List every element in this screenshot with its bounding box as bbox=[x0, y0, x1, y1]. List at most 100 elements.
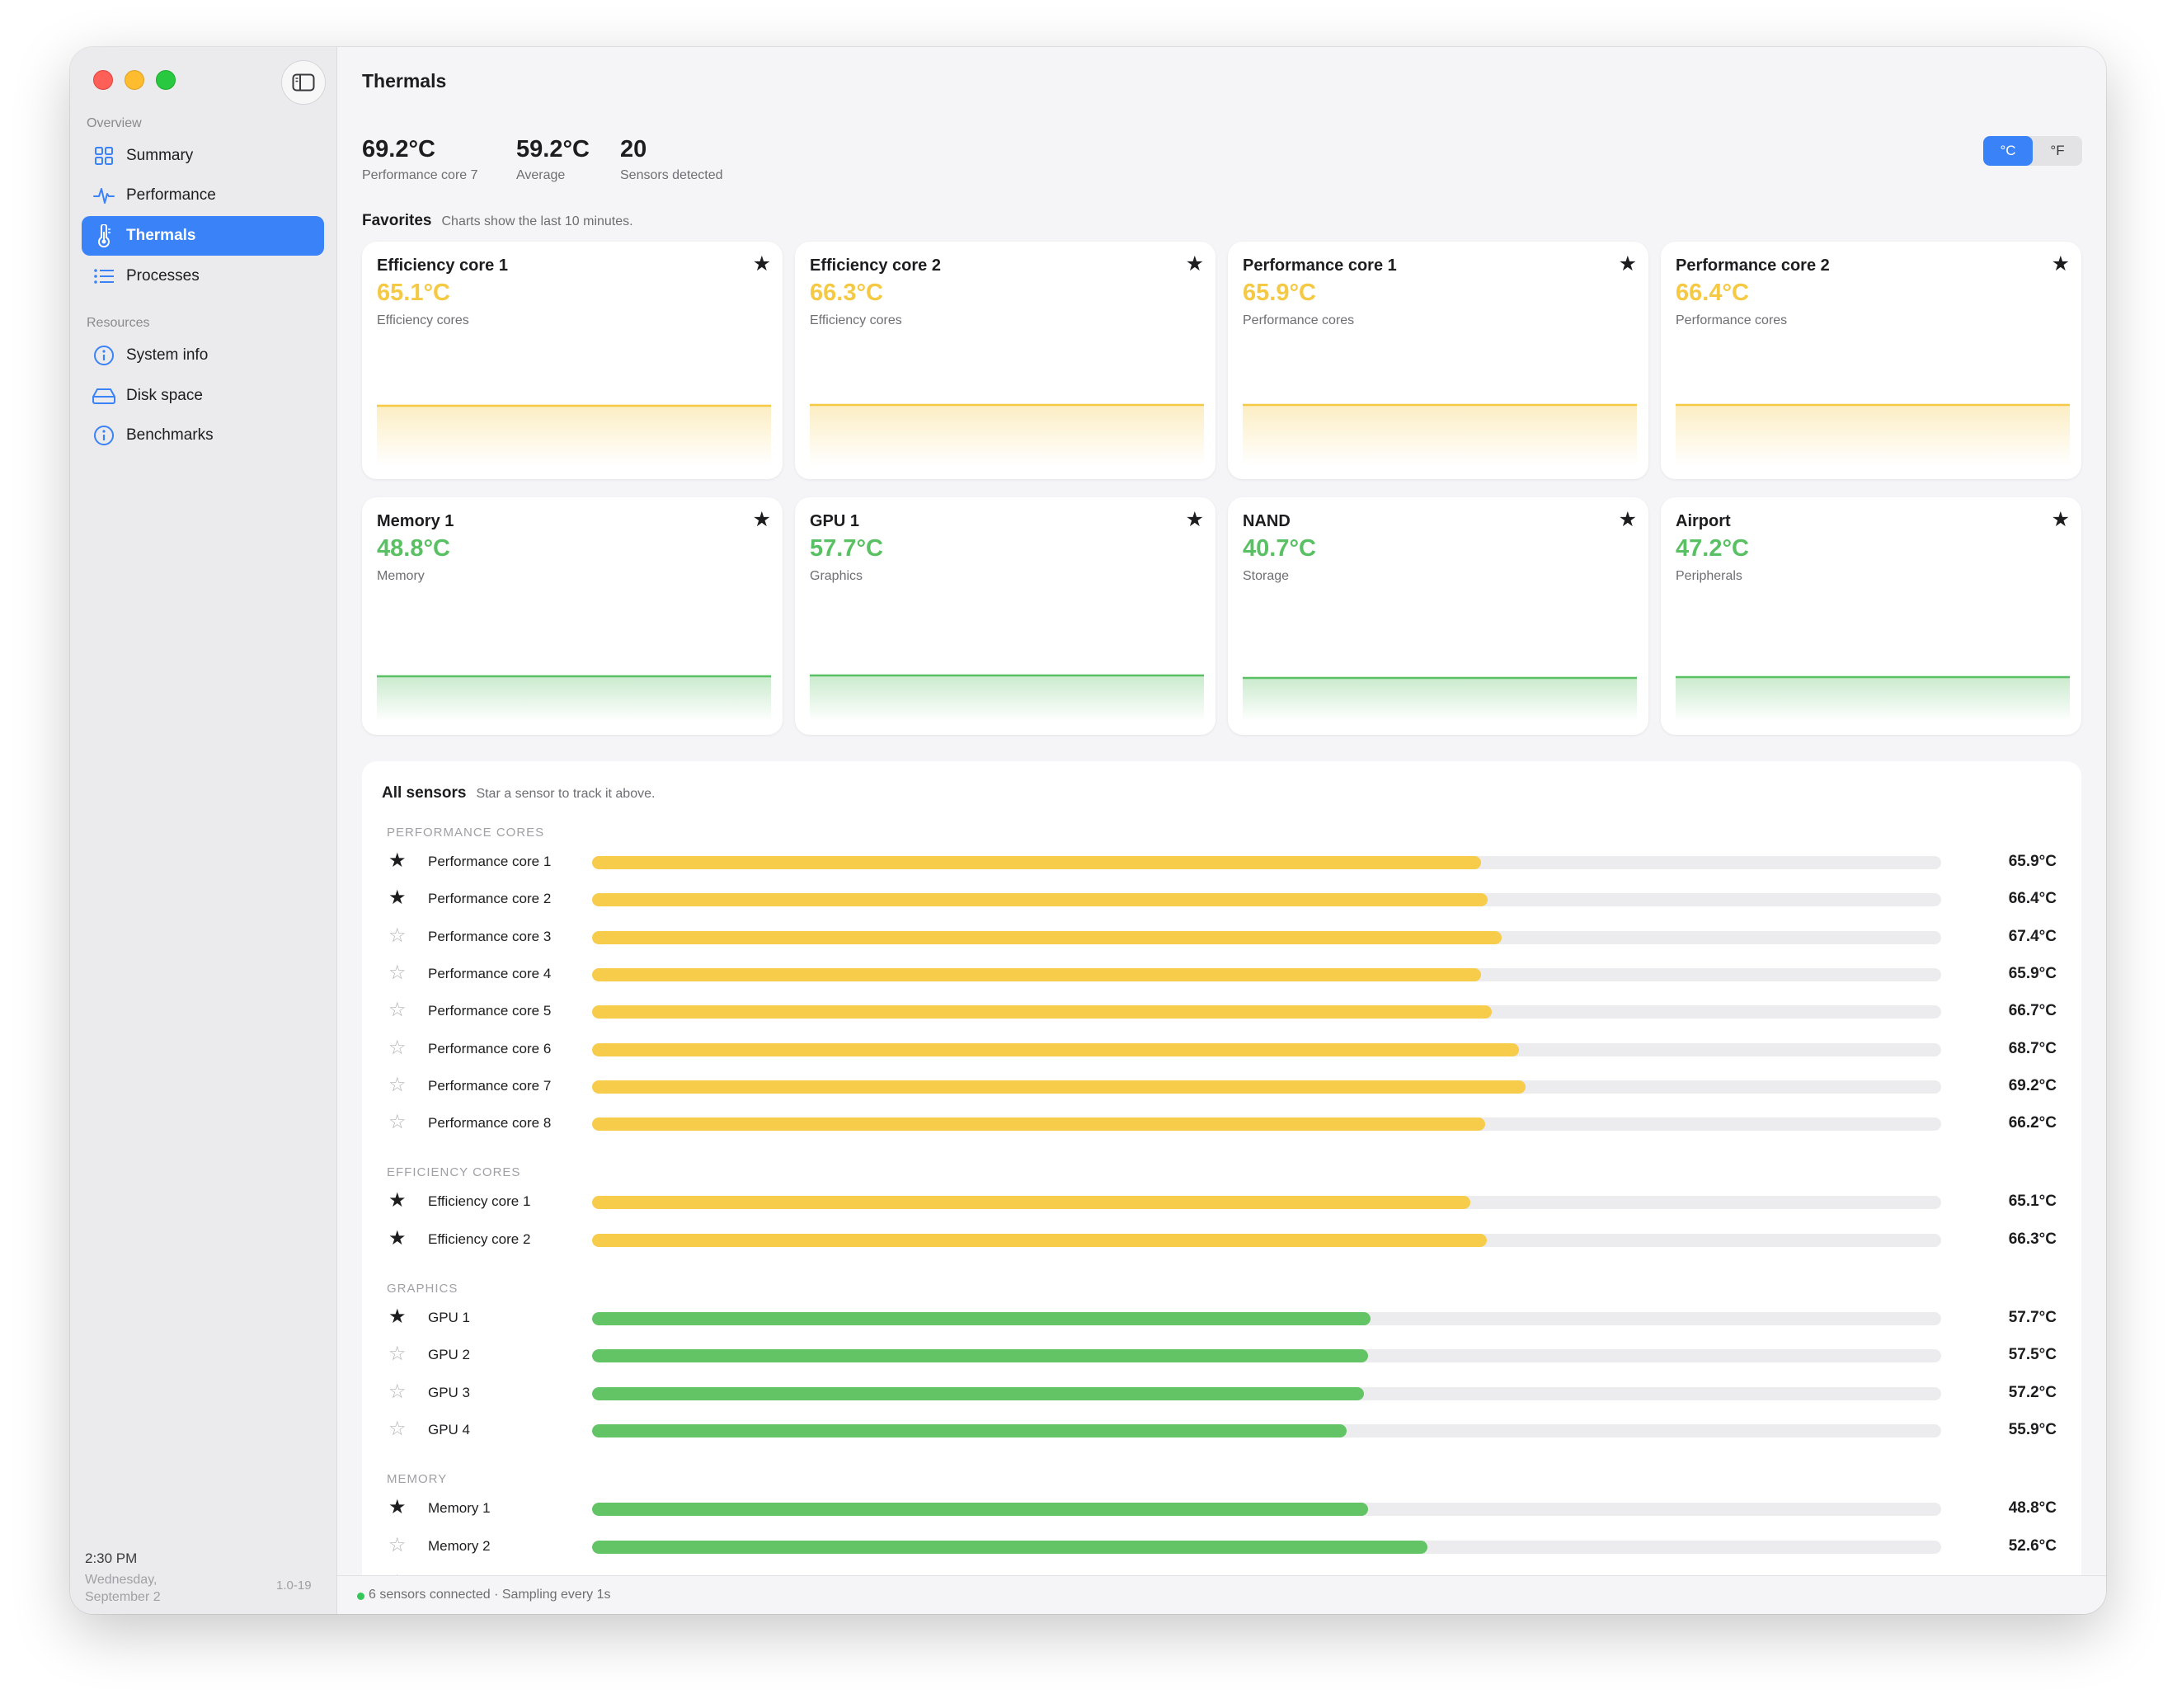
favorite-card[interactable]: Performance core 1 65.9°C Performance core… bbox=[1228, 242, 1648, 479]
sensor-name: GPU 3 bbox=[428, 1384, 471, 1400]
sensor-name: Performance core 6 bbox=[428, 1040, 552, 1056]
card-sensor-name: Performance core 1 bbox=[1243, 256, 1397, 275]
star-outline-icon[interactable]: ☆ bbox=[388, 999, 407, 1022]
sensor-name: Performance core 7 bbox=[428, 1077, 552, 1094]
sensor-temperature: 57.5°C bbox=[2008, 1346, 2057, 1364]
favorite-card[interactable]: Efficiency core 2 66.3°C Efficiency cores ★ bbox=[795, 242, 1215, 479]
sensor-temperature: 55.9°C bbox=[2008, 1420, 2057, 1438]
sidebar-date-line2: September 2 bbox=[85, 1590, 161, 1604]
stat-hottest: 69.2°C Performance core 7 bbox=[362, 136, 478, 183]
star-filled-icon[interactable]: ★ bbox=[752, 252, 771, 275]
star-filled-icon[interactable]: ★ bbox=[1618, 508, 1637, 531]
sensor-temperature: 66.2°C bbox=[2008, 1114, 2057, 1132]
sidebar-item-processes[interactable]: Processes bbox=[82, 256, 324, 296]
sidebar-item-performance[interactable]: Performance bbox=[82, 176, 324, 215]
sensor-name: Performance core 2 bbox=[428, 891, 552, 907]
sidebar-toggle-button[interactable] bbox=[281, 60, 326, 105]
temperature-bar-fill bbox=[592, 1233, 1487, 1247]
temperature-bar bbox=[592, 1540, 1941, 1554]
star-outline-icon[interactable]: ☆ bbox=[388, 1343, 407, 1366]
stat-average: 59.2°C Average bbox=[516, 136, 590, 183]
sensor-name: GPU 2 bbox=[428, 1347, 471, 1363]
temperature-bar-fill bbox=[592, 1386, 1364, 1400]
temperature-bar bbox=[592, 856, 1941, 869]
star-filled-icon[interactable]: ★ bbox=[1185, 252, 1204, 275]
temperature-bar bbox=[592, 967, 1941, 981]
star-filled-icon[interactable]: ★ bbox=[2051, 508, 2070, 531]
sidebar-item-label: Performance bbox=[126, 186, 216, 204]
favorite-card[interactable]: Efficiency core 1 65.1°C Efficiency cores ★ bbox=[362, 242, 783, 479]
favorite-card[interactable]: GPU 1 57.7°C Graphics ★ bbox=[795, 497, 1215, 735]
sensor-group-label: PERFORMANCE CORES bbox=[387, 826, 545, 840]
zoom-window-button[interactable] bbox=[156, 70, 176, 90]
sensor-temperature: 68.7°C bbox=[2008, 1039, 2057, 1057]
star-outline-icon[interactable]: ☆ bbox=[388, 924, 407, 947]
star-filled-icon[interactable]: ★ bbox=[388, 849, 407, 872]
star-filled-icon[interactable]: ★ bbox=[752, 508, 771, 531]
sensor-name: Memory 2 bbox=[428, 1537, 491, 1554]
sidebar-item-disk-space[interactable]: Disk space bbox=[82, 376, 324, 416]
star-filled-icon[interactable]: ★ bbox=[1185, 508, 1204, 531]
temperature-bar bbox=[592, 1312, 1941, 1325]
sensor-name: GPU 1 bbox=[428, 1310, 471, 1325]
sensor-temperature: 48.8°C bbox=[2008, 1499, 2057, 1517]
star-outline-icon[interactable]: ☆ bbox=[388, 1533, 407, 1556]
sensor-row: ☆ GPU 2 57.5°C bbox=[362, 1337, 2081, 1374]
fahrenheit-button[interactable]: °F bbox=[2050, 143, 2065, 158]
sensor-row: ☆ Performance core 6 68.7°C bbox=[362, 1031, 2081, 1068]
app-window: Overview Summary Performance Thermals Pr… bbox=[70, 47, 2106, 1614]
sidebar-item-summary[interactable]: Summary bbox=[82, 136, 324, 176]
card-sensor-name: Performance core 2 bbox=[1676, 256, 1830, 275]
card-temperature: 65.1°C bbox=[377, 280, 450, 306]
sensor-row: ☆ Performance core 4 65.9°C bbox=[362, 956, 2081, 993]
card-sensor-name: Efficiency core 2 bbox=[810, 256, 941, 275]
page-title: Thermals bbox=[362, 70, 447, 92]
sidebar-item-thermals[interactable]: Thermals bbox=[82, 216, 324, 256]
star-outline-icon[interactable]: ☆ bbox=[388, 961, 407, 984]
waveform-icon bbox=[92, 183, 116, 208]
temperature-bar bbox=[592, 1196, 1941, 1210]
sidebar-item-label: Processes bbox=[126, 267, 200, 285]
sidebar-item-benchmarks[interactable]: Benchmarks bbox=[82, 416, 324, 455]
sparkline-area bbox=[810, 405, 1204, 466]
card-temperature: 47.2°C bbox=[1676, 535, 1749, 562]
celsius-button[interactable]: °C bbox=[1983, 136, 2033, 166]
minimize-window-button[interactable] bbox=[125, 70, 144, 90]
sidebar-item-system-info[interactable]: System info bbox=[82, 336, 324, 375]
card-temperature: 48.8°C bbox=[377, 535, 450, 562]
star-filled-icon[interactable]: ★ bbox=[388, 1226, 407, 1249]
grid-icon bbox=[92, 144, 116, 168]
star-filled-icon[interactable]: ★ bbox=[388, 1496, 407, 1519]
favorite-card[interactable]: Performance core 2 66.4°C Performance core… bbox=[1661, 242, 2081, 479]
sensor-row: ★ Memory 1 48.8°C bbox=[362, 1490, 2081, 1527]
card-group: Efficiency cores bbox=[377, 313, 469, 327]
card-sensor-name: NAND bbox=[1243, 512, 1291, 530]
star-outline-icon[interactable]: ☆ bbox=[388, 1417, 407, 1440]
star-filled-icon[interactable]: ★ bbox=[388, 1306, 407, 1328]
star-outline-icon[interactable]: ☆ bbox=[388, 1380, 407, 1403]
favorite-card[interactable]: NAND 40.7°C Storage ★ bbox=[1228, 497, 1648, 735]
card-temperature: 65.9°C bbox=[1243, 280, 1316, 306]
sensor-group-label: EFFICIENCY CORES bbox=[387, 1165, 521, 1180]
temperature-bar-fill bbox=[592, 1423, 1347, 1437]
star-outline-icon[interactable]: ☆ bbox=[388, 1036, 407, 1059]
star-filled-icon[interactable]: ★ bbox=[388, 1189, 407, 1212]
card-sensor-name: Airport bbox=[1676, 512, 1731, 530]
all-sensors-subtitle: Star a sensor to track it above. bbox=[476, 787, 656, 801]
star-outline-icon[interactable]: ☆ bbox=[388, 1073, 407, 1096]
sensor-row: ☆ Performance core 3 67.4°C bbox=[362, 919, 2081, 956]
star-outline-icon[interactable]: ☆ bbox=[388, 1111, 407, 1134]
info-icon bbox=[92, 343, 116, 368]
info-icon bbox=[92, 423, 116, 448]
favorite-card[interactable]: Memory 1 48.8°C Memory ★ bbox=[362, 497, 783, 735]
star-filled-icon[interactable]: ★ bbox=[2051, 252, 2070, 275]
close-window-button[interactable] bbox=[93, 70, 113, 90]
status-text: 6 sensors connected · Sampling every 1s bbox=[369, 1588, 611, 1602]
star-filled-icon[interactable]: ★ bbox=[388, 887, 407, 910]
sparkline-area bbox=[1243, 678, 1637, 722]
star-filled-icon[interactable]: ★ bbox=[1618, 252, 1637, 275]
sensor-temperature: 66.3°C bbox=[2008, 1230, 2057, 1248]
favorite-card[interactable]: Airport 47.2°C Peripherals ★ bbox=[1661, 497, 2081, 735]
card-sensor-name: GPU 1 bbox=[810, 512, 860, 530]
sensor-row: ★ Performance core 2 66.4°C bbox=[362, 881, 2081, 918]
